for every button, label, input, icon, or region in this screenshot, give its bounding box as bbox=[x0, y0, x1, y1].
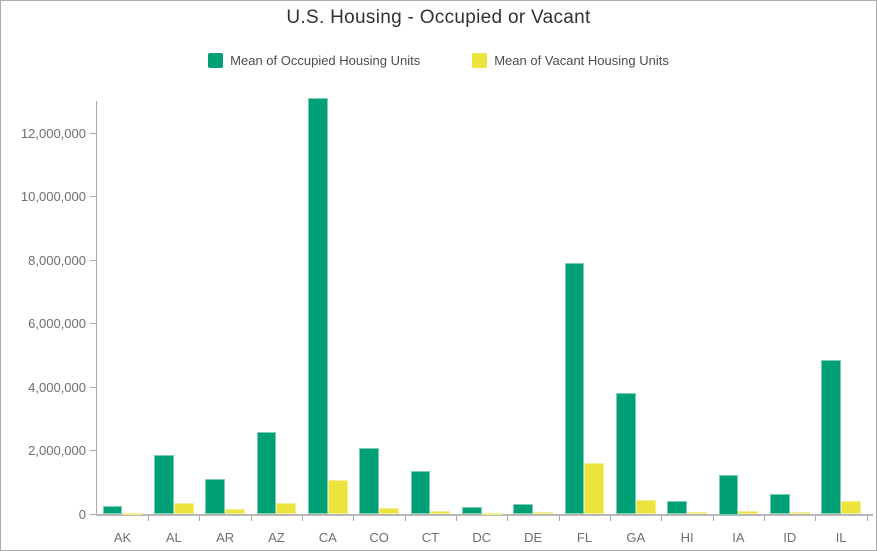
x-axis-tick bbox=[404, 516, 406, 521]
bar-vacant-fl[interactable] bbox=[584, 463, 605, 515]
x-axis-label-az: AZ bbox=[268, 530, 285, 545]
x-axis-label-co: CO bbox=[369, 530, 389, 545]
x-axis-tick bbox=[712, 516, 714, 521]
legend-item-vacant[interactable]: Mean of Vacant Housing Units bbox=[472, 53, 669, 68]
chart-title: U.S. Housing - Occupied or Vacant bbox=[286, 7, 591, 28]
x-axis-tick bbox=[866, 516, 868, 521]
x-axis-tick bbox=[610, 516, 612, 521]
bar-vacant-dc[interactable] bbox=[481, 513, 502, 516]
y-axis-line bbox=[96, 101, 97, 515]
x-axis-label-ia: IA bbox=[732, 530, 745, 545]
y-axis-tick-label: 8,000,000 bbox=[28, 252, 86, 268]
x-axis-label-ak: AK bbox=[113, 530, 132, 545]
y-axis-tick-label: 10,000,000 bbox=[20, 189, 86, 205]
bar-occupied-dc[interactable] bbox=[462, 506, 482, 515]
x-axis-tick bbox=[456, 516, 458, 521]
bar-occupied-ak[interactable] bbox=[102, 506, 123, 515]
y-axis-tick bbox=[90, 386, 96, 388]
bar-occupied-il[interactable] bbox=[821, 360, 842, 515]
legend: Mean of Occupied Housing Units Mean of V… bbox=[1, 53, 876, 68]
x-axis-label-ga: GA bbox=[626, 530, 646, 545]
bar-vacant-de[interactable] bbox=[533, 512, 553, 515]
x-axis-tick bbox=[302, 516, 304, 521]
bar-vacant-az[interactable] bbox=[276, 502, 297, 515]
y-axis-tick bbox=[90, 132, 96, 134]
x-axis-label-de: DE bbox=[524, 530, 543, 545]
x-axis-label-dc: DC bbox=[472, 530, 492, 545]
legend-item-occupied[interactable]: Mean of Occupied Housing Units bbox=[208, 53, 420, 68]
x-axis-tick bbox=[148, 516, 150, 521]
x-axis-tick bbox=[250, 516, 252, 521]
y-axis-tick bbox=[90, 450, 96, 452]
x-axis-label-al: AL bbox=[165, 530, 182, 545]
y-axis-tick bbox=[90, 196, 96, 198]
bar-vacant-id[interactable] bbox=[789, 512, 810, 515]
x-axis-tick bbox=[815, 516, 817, 521]
legend-swatch-vacant-icon bbox=[472, 53, 488, 68]
bar-occupied-co[interactable] bbox=[359, 447, 380, 515]
bar-occupied-ca[interactable] bbox=[308, 97, 328, 515]
x-axis-tick bbox=[558, 516, 560, 521]
x-axis-tick bbox=[661, 516, 663, 521]
legend-label-vacant: Mean of Vacant Housing Units bbox=[494, 53, 669, 68]
x-axis-label-il: IL bbox=[835, 530, 847, 545]
x-axis-label-hi: HI bbox=[680, 530, 694, 545]
y-axis-tick-label: 0 bbox=[78, 507, 86, 522]
bar-vacant-ia[interactable] bbox=[738, 510, 759, 515]
legend-label-occupied: Mean of Occupied Housing Units bbox=[230, 53, 421, 68]
x-axis-label-ct: CT bbox=[421, 530, 440, 545]
bar-occupied-ga[interactable] bbox=[616, 392, 636, 515]
bar-vacant-ak[interactable] bbox=[122, 512, 143, 515]
bar-vacant-al[interactable] bbox=[173, 503, 194, 515]
x-axis-label-id: ID bbox=[783, 530, 797, 545]
y-axis-tick-label: 4,000,000 bbox=[28, 379, 86, 395]
bar-vacant-ar[interactable] bbox=[225, 508, 245, 515]
bar-vacant-hi[interactable] bbox=[687, 512, 707, 515]
bar-occupied-fl[interactable] bbox=[564, 262, 585, 515]
x-axis-label-ar: AR bbox=[216, 530, 235, 545]
x-axis-tick bbox=[764, 516, 766, 521]
x-axis-label-fl: FL bbox=[576, 530, 593, 545]
y-axis-tick bbox=[90, 259, 96, 261]
bar-occupied-az[interactable] bbox=[256, 431, 277, 515]
bar-occupied-ia[interactable] bbox=[718, 474, 739, 515]
x-axis-tick bbox=[199, 516, 201, 521]
bar-vacant-ct[interactable] bbox=[430, 511, 451, 515]
y-axis-tick-label: 2,000,000 bbox=[28, 443, 86, 459]
x-axis-label-ca: CA bbox=[318, 530, 337, 545]
bar-occupied-ct[interactable] bbox=[410, 470, 431, 515]
y-axis-tick-label: 12,000,000 bbox=[20, 125, 86, 141]
bar-vacant-ca[interactable] bbox=[327, 479, 348, 515]
bar-vacant-co[interactable] bbox=[379, 507, 399, 515]
bar-occupied-ar[interactable] bbox=[205, 478, 226, 515]
x-axis-tick bbox=[353, 516, 355, 521]
bar-occupied-de[interactable] bbox=[513, 504, 534, 515]
y-axis-tick bbox=[90, 514, 96, 515]
x-axis-tick bbox=[507, 516, 509, 521]
bar-vacant-il[interactable] bbox=[841, 500, 861, 515]
y-axis-tick-label: 6,000,000 bbox=[28, 316, 86, 332]
bar-vacant-ga[interactable] bbox=[635, 500, 656, 515]
y-axis-tick bbox=[90, 323, 96, 325]
bar-occupied-al[interactable] bbox=[154, 455, 174, 515]
bar-occupied-hi[interactable] bbox=[667, 500, 688, 515]
legend-swatch-occupied-icon bbox=[208, 53, 224, 68]
bar-occupied-id[interactable] bbox=[769, 494, 790, 515]
